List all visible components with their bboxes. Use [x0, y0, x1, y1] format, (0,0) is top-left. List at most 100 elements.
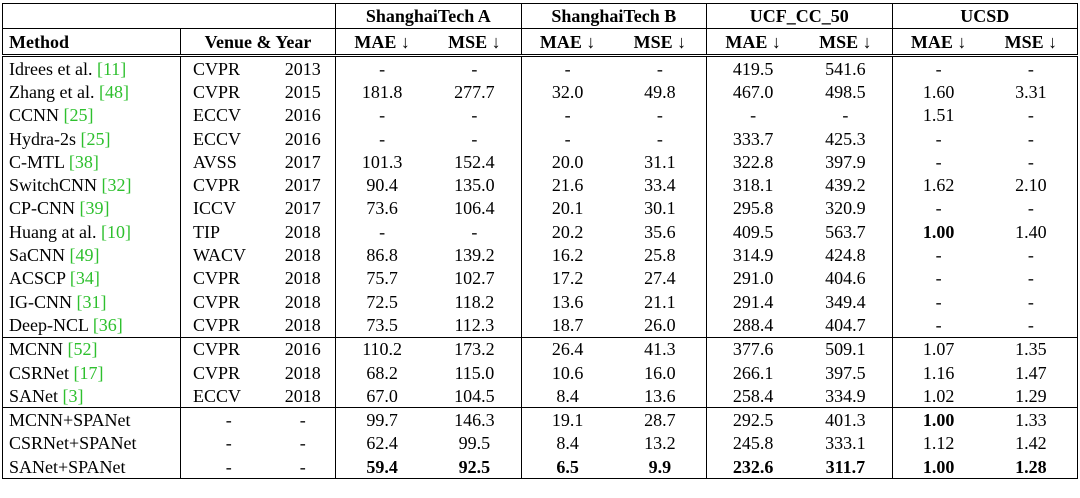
value-cell: 67.0 [335, 384, 429, 408]
method-cell: Hydra-2s [25] [2, 126, 181, 151]
value-cell: 21.1 [644, 291, 676, 312]
method-name: CSRNet+SPANet [9, 433, 137, 454]
value-cell: 1.29 [984, 384, 1079, 408]
method-cell: SANet [3] [2, 384, 181, 408]
value-cell: 258.4 [706, 384, 800, 408]
table-row: Huang at al. [10] TIP 2018- -20.2 35.6 409.5 5… [2, 220, 1079, 244]
value-cell: 73.6 [335, 196, 429, 221]
value-cell: - [842, 105, 849, 126]
year-cell: 2018 [284, 362, 321, 383]
value-cell: 72.5 [335, 289, 429, 314]
value-cell: 1.35 [984, 336, 1079, 361]
value-cell: - [984, 313, 1079, 338]
value-cell: 292.5 [706, 407, 800, 432]
group-header: UCF_CC_50 [706, 3, 893, 29]
value-cell: - [984, 196, 1079, 221]
table-row: Zhang et al. [48] CVPR 2015 181.8 277.7 32.0 4… [2, 80, 1079, 104]
value-cell: 27.4 [644, 268, 676, 289]
value-cell: 404.6 [825, 268, 866, 289]
year-cell: 2015 [284, 81, 321, 102]
method-name: SwitchCNN [9, 175, 98, 196]
metric-header: MAE ↓ [520, 28, 614, 57]
year-cell: 2018 [284, 221, 321, 242]
value-cell: 419.5 [706, 55, 800, 81]
value-cell: 10.6 [520, 360, 614, 385]
year-cell: 2018 [284, 268, 321, 289]
value-cell: 1.00 [891, 407, 985, 432]
value-cell: - [520, 55, 614, 81]
table-row: Hydra-2s [25] ECCV 2016- - - -333.7 425.3- - [2, 126, 1079, 151]
value-cell: 21.6 [520, 173, 614, 197]
method-name: Huang at al. [9, 221, 97, 242]
value-cell: 232.6 [706, 455, 800, 480]
table-row: Deep-NCL [36] CVPR 2018 73.5 112.3 18.7 26.0 28… [2, 313, 1079, 338]
value-cell: - [891, 126, 985, 151]
table-row: C-MTL [38] AVSS 2017 101.3 152.4 20.0 31.1 322.… [2, 150, 1079, 174]
value-cell: - [984, 243, 1079, 267]
method-cell: CCNN [25] [2, 103, 181, 127]
value-cell: 1.47 [984, 360, 1079, 385]
metric-header: MAE ↓ [706, 28, 800, 57]
year-cell: 2017 [284, 151, 321, 172]
method-cell: MCNN+SPANet [2, 407, 181, 432]
value-cell: 33.4 [644, 175, 676, 196]
value-cell: - [706, 103, 800, 127]
value-cell: 112.3 [454, 314, 495, 335]
year-cell: 2016 [284, 128, 321, 149]
value-cell: 139.2 [454, 245, 495, 266]
value-cell: 1.16 [891, 360, 985, 385]
metric-header: MSE ↓ [984, 28, 1079, 57]
method-cell: C-MTL [38] [2, 150, 181, 174]
value-cell: 30.1 [644, 198, 676, 219]
value-cell: 20.2 [520, 220, 614, 244]
value-cell: 295.8 [706, 196, 800, 221]
value-cell: 173.2 [428, 336, 522, 361]
value-cell: 333.7 [706, 126, 800, 151]
citation: [25] [63, 105, 94, 126]
value-cell: 397.9 [825, 151, 866, 172]
header-row: Method Venue & Year MAE ↓ MSE ↓ MAE ↓ MSE ↓ MA… [2, 28, 1079, 57]
method-name: CP-CNN [9, 198, 76, 219]
value-cell: 25.8 [644, 245, 676, 266]
venue-cell: ECCV [180, 103, 271, 127]
table-row: SANet+SPANet - -59.4 92.5 6.5 9.9 232.6 311.7 1.… [2, 455, 1079, 480]
value-cell: 288.4 [706, 313, 800, 338]
value-cell: 291.4 [706, 289, 800, 314]
value-cell: 17.2 [520, 266, 614, 290]
value-cell: 99.7 [335, 407, 429, 432]
value-cell: - [335, 126, 429, 151]
value-cell: 245.8 [706, 431, 800, 456]
value-cell: - [891, 289, 985, 314]
value-cell: - [891, 196, 985, 221]
table-row: IG-CNN [31] CVPR 2018 72.5 118.2 13.6 21.1 291.… [2, 289, 1079, 314]
value-cell: 35.6 [644, 221, 676, 242]
value-cell: 110.2 [335, 336, 429, 361]
value-cell: - [984, 55, 1079, 81]
value-cell: 41.3 [613, 336, 707, 361]
table-row: SaCNN [49] WACV 2018 86.8 139.2 16.2 25.8 314.9… [2, 243, 1079, 267]
value-cell: 20.0 [520, 150, 614, 174]
method-name: CSRNet [9, 362, 70, 383]
value-cell: 32.0 [520, 80, 614, 104]
value-cell: 1.42 [984, 431, 1079, 456]
year-cell: - [270, 407, 336, 432]
method-name: Zhang et al. [9, 81, 95, 102]
value-cell: 9.9 [613, 455, 707, 480]
value-cell: 86.8 [335, 243, 429, 267]
method-name: Hydra-2s [9, 128, 76, 149]
value-cell: 90.4 [335, 173, 429, 197]
value-cell: 73.5 [335, 313, 429, 338]
value-cell: 1.28 [984, 455, 1079, 480]
value-cell: 104.5 [454, 385, 495, 406]
value-cell: 1.12 [891, 431, 985, 456]
table-row: SwitchCNN [32] CVPR 2017 90.4 135.0 21.6 33.4 3… [2, 173, 1079, 197]
value-cell: 92.5 [428, 455, 522, 480]
method-cell: SANet+SPANet [2, 455, 181, 480]
venue-cell: CVPR [180, 173, 271, 197]
citation: [34] [69, 268, 100, 289]
value-cell: 320.9 [825, 198, 866, 219]
citation: [36] [92, 314, 123, 335]
value-cell: - [984, 266, 1079, 290]
method-name: IG-CNN [9, 291, 72, 312]
